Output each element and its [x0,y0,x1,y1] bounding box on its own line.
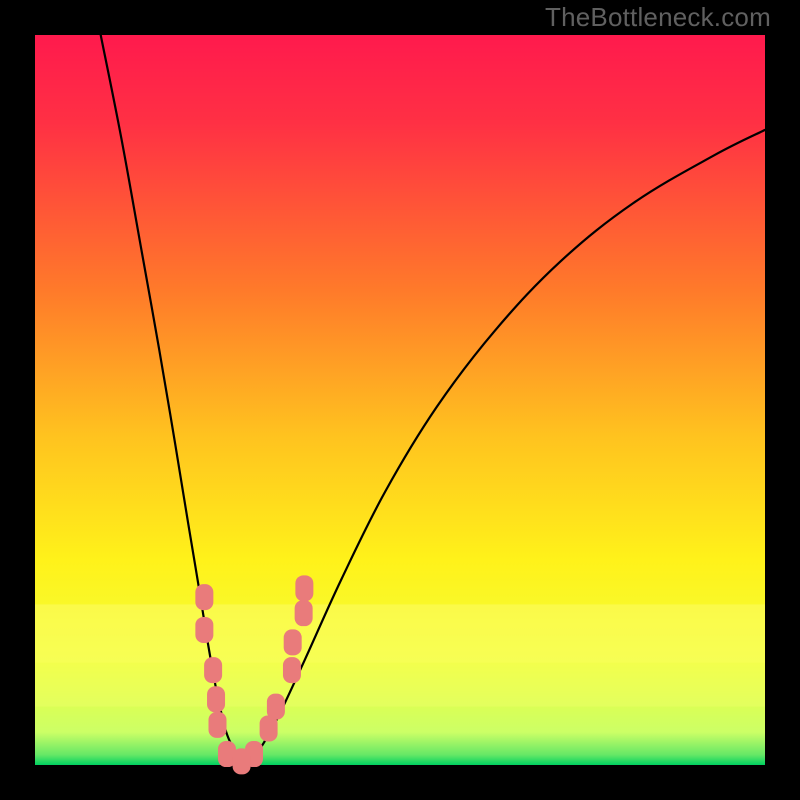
marker-right-6 [295,575,313,601]
marker-right-3 [283,657,301,683]
band-1 [35,663,765,707]
watermark-text: TheBottleneck.com [545,2,771,33]
marker-left-2 [204,657,222,683]
marker-left-1 [195,617,213,643]
bottleneck-chart [0,0,800,800]
marker-right-5 [295,600,313,626]
marker-right-4 [284,629,302,655]
marker-left-0 [195,584,213,610]
marker-bottom-0 [233,748,251,774]
marker-right-2 [267,694,285,720]
marker-left-3 [207,686,225,712]
marker-left-4 [209,712,227,738]
band-0 [35,604,765,662]
